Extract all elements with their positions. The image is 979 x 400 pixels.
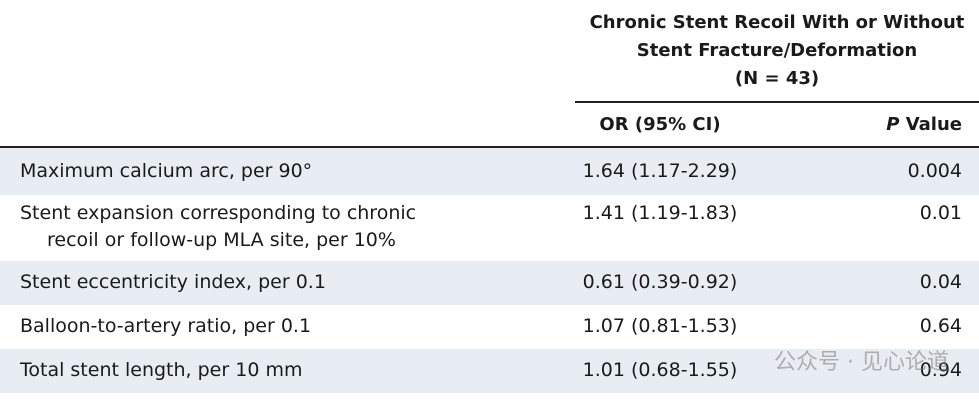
odds-ratio: 1.41 (1.19-1.83) <box>582 202 738 224</box>
odds-ratio: 0.61 (0.39-0.92) <box>582 271 738 293</box>
group-header: Chronic Stent Recoil With or Without <box>589 12 965 33</box>
row-label: Stent expansion corresponding to chronic <box>20 202 417 224</box>
row-label: Stent eccentricity index, per 0.1 <box>20 271 326 293</box>
column-header: P Value <box>886 114 962 135</box>
row-label: Balloon-to-artery ratio, per 0.1 <box>20 315 312 337</box>
table-row: Stent eccentricity index, per 0.1 0.61 (0… <box>0 261 979 305</box>
odds-ratio: 1.64 (1.17-2.29) <box>582 159 738 182</box>
table-row: Total stent length, per 10 mm 1.01 (0.68-… <box>0 349 979 393</box>
p-value: 0.64 <box>919 315 962 337</box>
p-value: 0.004 <box>907 159 962 182</box>
rule <box>575 101 979 103</box>
column-header-text: Value <box>905 114 962 135</box>
table-row: Balloon-to-artery ratio, per 0.1 1.07 (0.… <box>0 305 979 349</box>
rule <box>0 146 979 148</box>
watermark: 公众号 · 见心论道 <box>774 350 949 375</box>
table-row: Maximum calcium arc, per 90° 1.64 (1.17-2… <box>0 148 979 195</box>
p-value: 0.94 <box>919 359 962 381</box>
p-value: 0.01 <box>919 202 962 224</box>
row-label: Maximum calcium arc, per 90° <box>20 159 313 182</box>
table-row: Stent expansion corresponding to chronic… <box>0 195 979 261</box>
group-header: Stent Fracture/Deformation <box>636 40 918 61</box>
p-value: 0.04 <box>919 271 962 293</box>
row-label: recoil or follow-up MLA site, per 10% <box>47 229 396 251</box>
column-header: OR (95% CI) <box>599 114 721 135</box>
row-label: Total stent length, per 10 mm <box>20 359 303 381</box>
odds-ratio: 1.01 (0.68-1.55) <box>582 359 738 381</box>
column-header-italic: P <box>886 114 900 135</box>
odds-ratio: 1.07 (0.81-1.53) <box>582 315 738 337</box>
group-header: (N = 43) <box>734 68 820 89</box>
